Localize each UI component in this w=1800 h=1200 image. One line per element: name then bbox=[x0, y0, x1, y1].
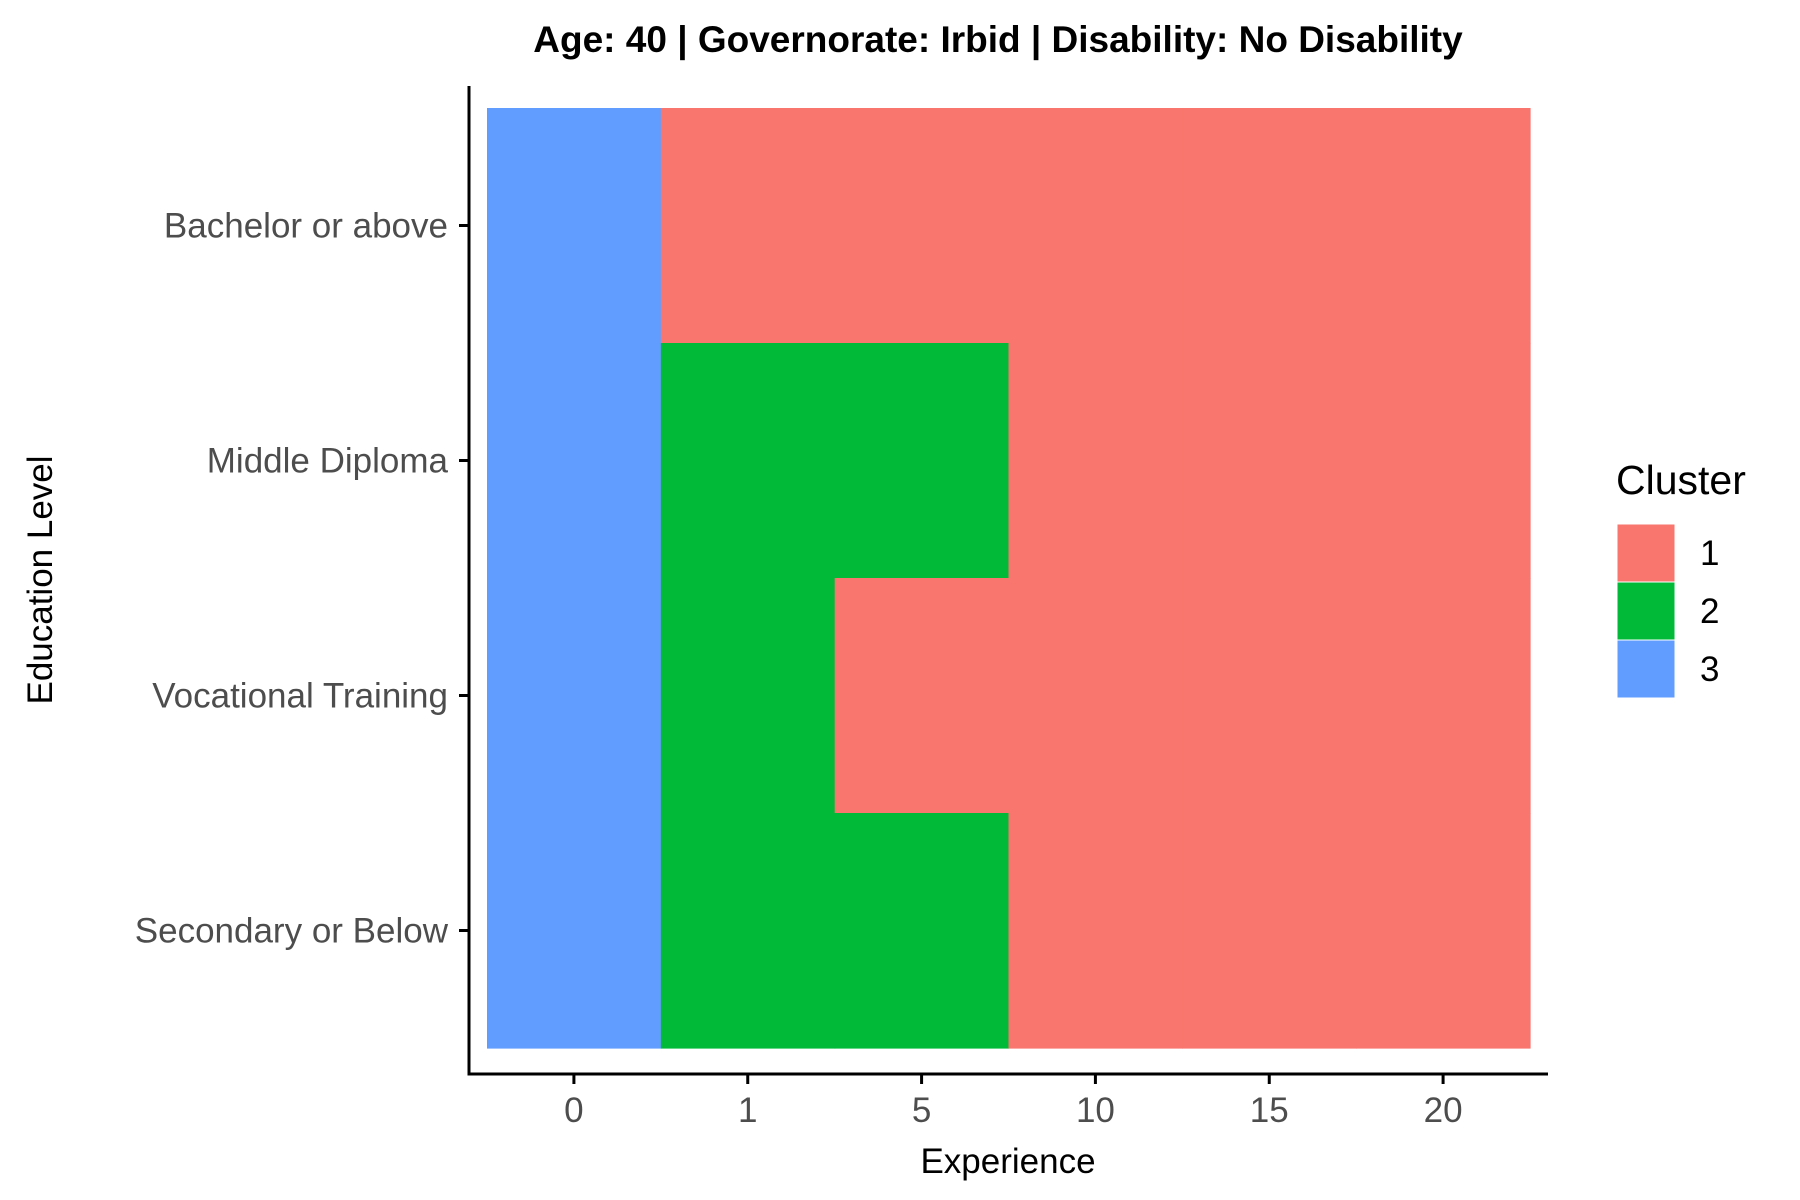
y-tick-label: Vocational Training bbox=[152, 677, 448, 716]
x-tick-label: 20 bbox=[1424, 1091, 1463, 1130]
heatmap-cell bbox=[487, 108, 662, 344]
heatmap-cell bbox=[834, 578, 1010, 814]
y-tick-label: Secondary or Below bbox=[135, 912, 449, 951]
heatmap-cell bbox=[834, 108, 1010, 344]
heatmap-cell bbox=[1008, 578, 1183, 814]
heatmap-cell bbox=[1008, 108, 1183, 344]
heatmap-cell bbox=[1182, 578, 1357, 814]
heatmap-cell bbox=[834, 343, 1010, 579]
heatmap-cell bbox=[487, 343, 662, 579]
x-axis-ticks: 0 1 5 10 15 20 bbox=[564, 1075, 1463, 1130]
heatmap-cell bbox=[660, 343, 836, 579]
y-axis-title: Education Level bbox=[21, 455, 60, 704]
legend-key bbox=[1616, 639, 1676, 699]
heatmap-cell bbox=[660, 813, 836, 1049]
heatmap-cell bbox=[1182, 813, 1357, 1049]
x-tick-label: 10 bbox=[1076, 1091, 1115, 1130]
y-axis-ticks: Bachelor or above Middle Diploma Vocationa… bbox=[135, 207, 468, 951]
heatmap-cell bbox=[487, 578, 662, 814]
legend-key bbox=[1616, 581, 1676, 641]
x-tick-label: 15 bbox=[1250, 1091, 1289, 1130]
legend-label: 3 bbox=[1700, 650, 1719, 689]
legend-label: 1 bbox=[1700, 534, 1719, 573]
heatmap-cell bbox=[834, 813, 1010, 1049]
y-tick-label: Bachelor or above bbox=[164, 207, 448, 246]
heatmap-cell bbox=[1356, 343, 1531, 579]
heatmap-cell bbox=[1182, 108, 1357, 344]
heatmap-cell bbox=[1008, 343, 1183, 579]
heatmap-cell bbox=[1182, 343, 1357, 579]
heatmap-cell bbox=[1008, 813, 1183, 1049]
chart-title: Age: 40 | Governorate: Irbid | Disabilit… bbox=[533, 19, 1463, 61]
x-axis-title: Experience bbox=[920, 1142, 1095, 1181]
x-tick-label: 0 bbox=[564, 1091, 583, 1130]
x-tick-label: 1 bbox=[738, 1091, 757, 1130]
heatmap-cell bbox=[1356, 813, 1531, 1049]
legend-key bbox=[1616, 523, 1676, 583]
heatmap-cell bbox=[1356, 108, 1531, 344]
heatmap-cell bbox=[487, 813, 662, 1049]
heatmap-cells bbox=[487, 108, 1531, 1049]
y-tick-label: Middle Diploma bbox=[207, 442, 449, 481]
legend: Cluster 1 2 3 bbox=[1616, 457, 1746, 699]
heatmap-cell bbox=[1356, 578, 1531, 814]
legend-label: 2 bbox=[1700, 592, 1719, 631]
legend-title: Cluster bbox=[1616, 457, 1746, 503]
heatmap-cell bbox=[660, 108, 836, 344]
heatmap-cell bbox=[660, 578, 836, 814]
x-tick-label: 5 bbox=[912, 1091, 931, 1130]
